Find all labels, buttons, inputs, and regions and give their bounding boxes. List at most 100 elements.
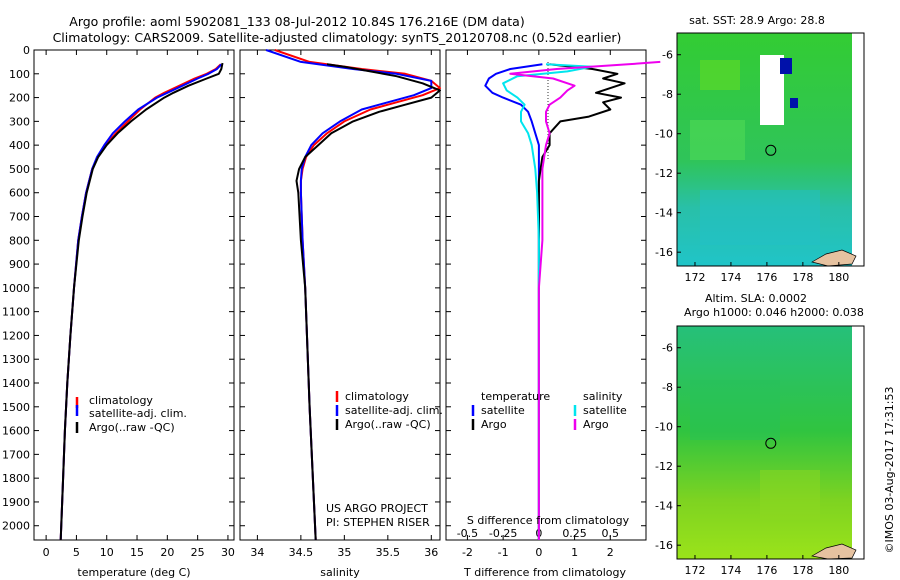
series-line-s-satellite xyxy=(502,63,594,540)
sla-map-subtitle: Argo h1000: 0.046 h2000: 0.038 xyxy=(684,306,864,319)
lon-tick-label: 172 xyxy=(684,271,705,284)
s-difference-xlabel: S difference from climatology xyxy=(467,514,630,527)
sla-map-frame xyxy=(676,325,865,560)
sst-map-edge-mask xyxy=(852,33,864,266)
sst-warm-patch-2 xyxy=(690,120,745,160)
sla-map-title: Altim. SLA: 0.0002 xyxy=(705,292,807,305)
lon-tick-label: 176 xyxy=(756,271,777,284)
temperature-xlabel: temperature (deg C) xyxy=(77,566,190,579)
t-difference-xlabel: T difference from climatology xyxy=(463,566,626,579)
x-tick-label: 15 xyxy=(130,546,144,559)
temperature-plot-frame xyxy=(33,49,235,541)
lat-tick-label: -8 xyxy=(662,88,673,101)
salinity-legend: climatology satellite-adj. clim. Argo(..… xyxy=(335,390,443,431)
temperature-axis: 0 5 10 15 20 25 30 xyxy=(43,50,235,559)
x-tick-label: 25 xyxy=(191,546,205,559)
salinity-series xyxy=(265,49,441,541)
legend-label-t-satellite: satellite xyxy=(481,404,525,417)
legend-label-satellite: satellite-adj. clim. xyxy=(89,407,187,420)
depth-tick-label: 1000 xyxy=(2,282,30,295)
lat-tick-label: -6 xyxy=(662,49,673,62)
sst-cool-patch xyxy=(700,190,820,245)
t-difference-axis: -2 -1 0 1 2 xyxy=(446,49,646,559)
depth-tick-label: 1500 xyxy=(2,401,30,414)
s-tick-label: 0.25 xyxy=(562,527,587,540)
depth-tick-label: 400 xyxy=(9,139,30,152)
legend-label-s-satellite: satellite xyxy=(583,404,627,417)
difference-panel: -2 -1 0 1 2 -0.5 -0.25 0 0.25 0.5 T difference f… xyxy=(445,49,661,579)
series-line-s-argo xyxy=(509,60,661,540)
lon-tick-label: 178 xyxy=(792,271,813,284)
x-tick-label: 10 xyxy=(100,546,114,559)
sla-map-axes: 172 174 176 178 180 -6 -8 -10 -12 -14 -16 xyxy=(655,342,849,577)
x-tick-label: 35 xyxy=(337,546,351,559)
legend-label-climatology: climatology xyxy=(89,394,153,407)
pi-annotation: PI: STEPHEN RISER xyxy=(326,516,430,529)
depth-tick-label: 1900 xyxy=(2,496,30,509)
x-tick-label: 1 xyxy=(571,546,578,559)
sst-cold-cell-2 xyxy=(790,98,798,108)
chart-title-line1: Argo profile: aoml 5902081_133 08-Jul-20… xyxy=(69,14,524,29)
depth-tick-label: 1800 xyxy=(2,472,30,485)
sst-map-title: sat. SST: 28.9 Argo: 28.8 xyxy=(689,14,825,27)
sla-high-patch xyxy=(760,470,820,520)
x-tick-label: -1 xyxy=(498,546,509,559)
lat-tick-label: -16 xyxy=(655,246,673,259)
legend-header-temperature: temperature xyxy=(481,390,550,403)
chart-title-line2: Climatology: CARS2009. Satellite-adjuste… xyxy=(53,30,622,45)
lon-tick-label: 174 xyxy=(720,271,741,284)
sla-mid-patch xyxy=(690,380,780,440)
lat-tick-label: -14 xyxy=(655,207,673,220)
lat-tick-label: -16 xyxy=(655,539,673,552)
lon-tick-label: 180 xyxy=(828,564,849,577)
x-tick-label: 34 xyxy=(250,546,264,559)
legend-label-climatology: climatology xyxy=(345,390,409,403)
legend-label-t-argo: Argo xyxy=(481,418,507,431)
lat-tick-label: -12 xyxy=(655,167,673,180)
series-line-t-argo xyxy=(537,63,626,540)
sst-cold-cell xyxy=(780,58,792,74)
x-tick-label: 5 xyxy=(73,546,80,559)
s-tick-label: 0.5 xyxy=(602,527,620,540)
depth-tick-label: 200 xyxy=(9,92,30,105)
depth-tick-label: 600 xyxy=(9,187,30,200)
x-tick-label: 0 xyxy=(43,546,50,559)
depth-tick-label: 1600 xyxy=(2,425,30,438)
lon-tick-label: 178 xyxy=(792,564,813,577)
lat-tick-label: -10 xyxy=(655,128,673,141)
s-tick-label: -0.25 xyxy=(489,527,517,540)
depth-tick-label: 1300 xyxy=(2,353,30,366)
depth-tick-label: 800 xyxy=(9,234,30,247)
salinity-panel: 34 34.5 35 35.5 36 salinity climatology sate… xyxy=(239,49,443,579)
x-tick-label: 35.5 xyxy=(376,546,401,559)
series-line-argo-raw-qc- xyxy=(295,63,441,541)
depth-tick-label: 900 xyxy=(9,258,30,271)
x-tick-label: -2 xyxy=(462,546,473,559)
legend-label-argo: Argo(..raw -QC) xyxy=(345,418,431,431)
lon-tick-label: 180 xyxy=(828,271,849,284)
argo-float-marker xyxy=(765,437,777,449)
legend-header-salinity: salinity xyxy=(583,390,623,403)
difference-legend: temperature salinity satellite Argo sate… xyxy=(471,390,627,431)
sla-heatmap-field xyxy=(677,326,864,559)
project-annotation: US ARGO PROJECT xyxy=(326,502,428,515)
depth-axis: 0 100 200 300 400 500 600 700 800 900 1000 1100 1200… xyxy=(2,44,234,533)
lon-tick-label: 172 xyxy=(684,564,705,577)
footer-stamp: ©IMOS 03-Aug-2017 17:31:53 xyxy=(883,387,896,554)
sla-map-edge-mask xyxy=(852,326,864,559)
lat-tick-label: -6 xyxy=(662,342,673,355)
x-tick-label: 30 xyxy=(221,546,235,559)
salinity-xlabel: salinity xyxy=(320,566,360,579)
salinity-axis: 34 34.5 35 35.5 36 xyxy=(240,49,440,559)
depth-tick-label: 700 xyxy=(9,211,30,224)
x-tick-label: 20 xyxy=(160,546,174,559)
sla-map-panel: Altim. SLA: 0.0002 Argo h1000: 0.046 h20… xyxy=(655,292,865,577)
depth-tick-label: 2000 xyxy=(2,520,30,533)
s-tick-label: -0.5 xyxy=(457,527,478,540)
x-tick-label: 36 xyxy=(424,546,438,559)
lat-tick-label: -10 xyxy=(655,421,673,434)
difference-plot-frame xyxy=(445,49,647,541)
argo-float-marker xyxy=(765,144,777,156)
depth-tick-label: 1700 xyxy=(2,448,30,461)
